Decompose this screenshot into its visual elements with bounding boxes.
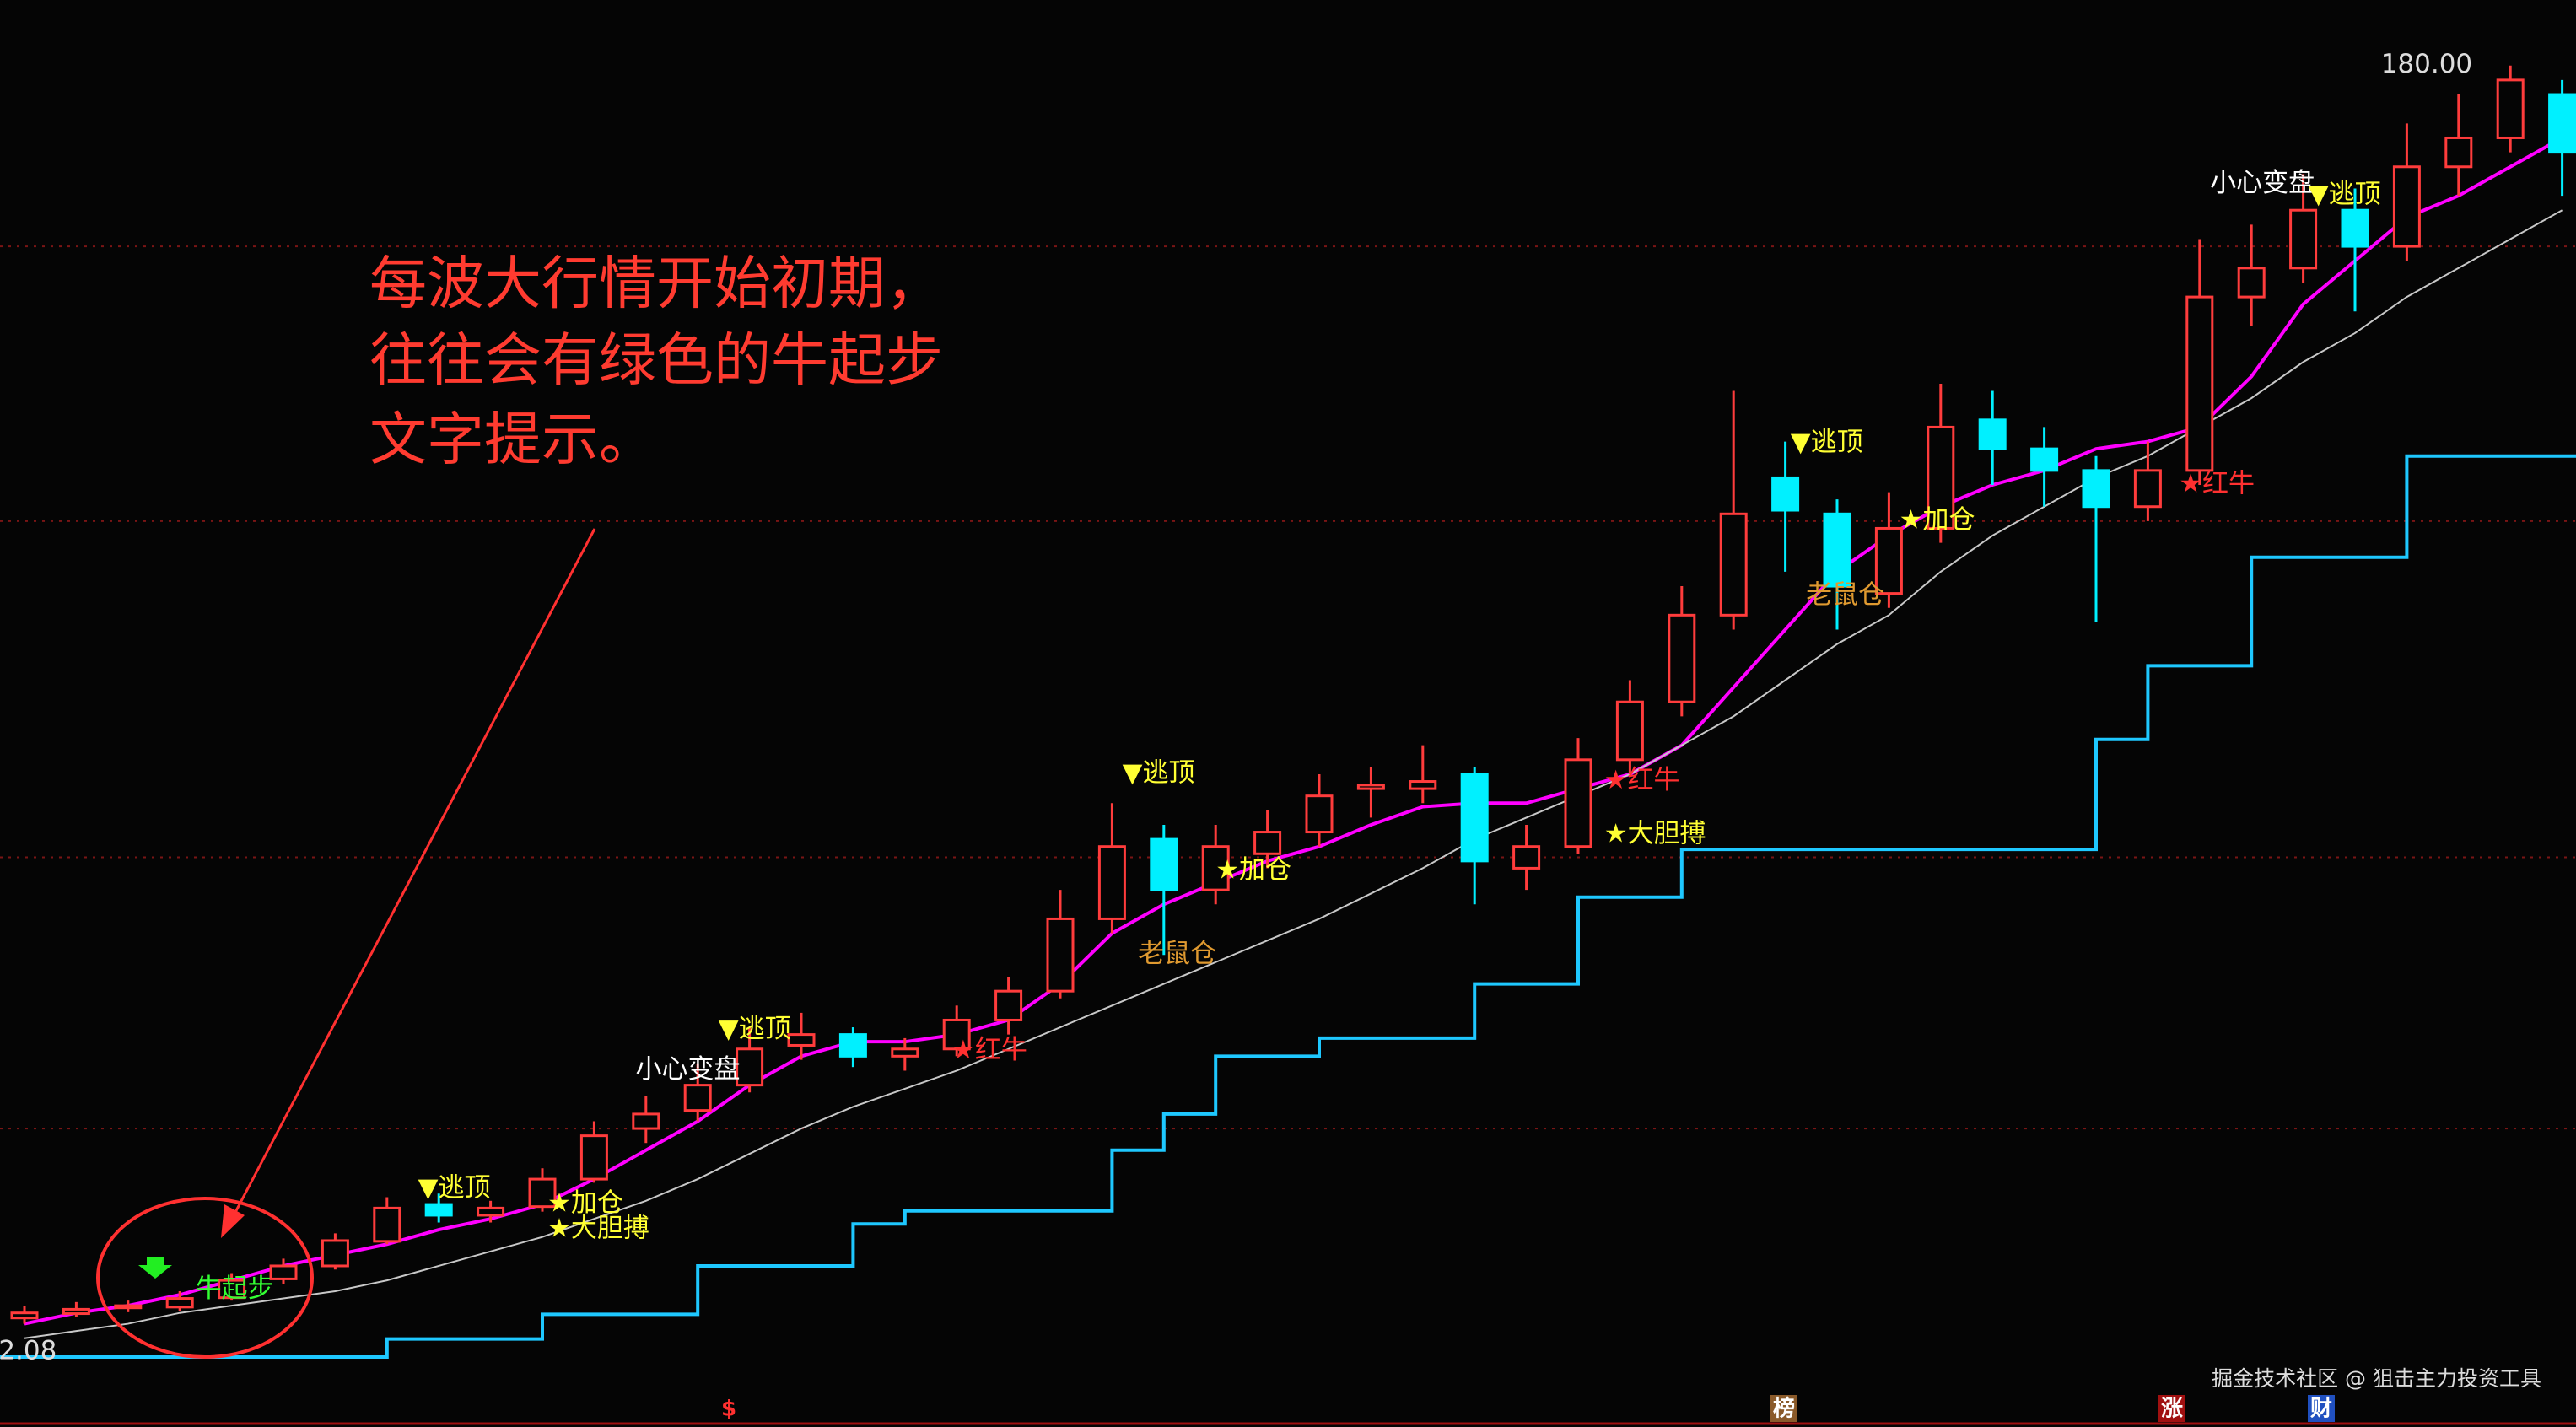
candle-body bbox=[683, 1084, 712, 1112]
event-marker: 榜 bbox=[1773, 1396, 1795, 1422]
signal-label: 小心变盘 bbox=[2210, 168, 2315, 198]
step-line bbox=[0, 454, 2576, 1359]
signal-label: ★加仓 bbox=[547, 1188, 623, 1219]
candle-body bbox=[1615, 700, 1644, 762]
candle-body bbox=[321, 1239, 349, 1268]
candle-body bbox=[838, 1033, 867, 1058]
marker-bg bbox=[2308, 1395, 2335, 1422]
candle-body bbox=[1201, 845, 1230, 891]
signal-label: 老鼠仓 bbox=[1806, 580, 1884, 611]
candle-body bbox=[424, 1203, 453, 1217]
candle-body bbox=[994, 989, 1023, 1021]
candle-body bbox=[1409, 780, 1437, 790]
candle-body bbox=[10, 1311, 39, 1320]
callout-line: 每波大行情开始初期， bbox=[369, 251, 943, 318]
signal-label: ★大胆搏 bbox=[1604, 818, 1706, 848]
ma-line bbox=[24, 136, 2563, 1326]
candle-body bbox=[2496, 78, 2525, 139]
candle-body bbox=[2392, 165, 2421, 248]
candle-body bbox=[373, 1206, 401, 1243]
signal-label: ★加仓 bbox=[1900, 504, 1975, 535]
candle-body bbox=[632, 1112, 660, 1130]
candle-body bbox=[165, 1297, 194, 1309]
candle-body bbox=[528, 1177, 557, 1209]
highlight-circle bbox=[96, 1197, 314, 1359]
plot-area: 牛起步▼逃顶★加仓★大胆搏小心变盘▼逃顶★红牛▼逃顶★加仓老鼠仓★红牛★大胆搏▼… bbox=[0, 49, 2576, 1366]
signal-label: ▼逃顶 bbox=[2309, 180, 2381, 210]
candle-body bbox=[579, 1134, 608, 1181]
signal-label: ★红牛 bbox=[951, 1035, 1027, 1065]
signal-label: 牛起步 bbox=[196, 1274, 274, 1304]
signal-label: ▼逃顶 bbox=[418, 1173, 491, 1204]
candle-body bbox=[62, 1307, 90, 1316]
signal-label: 小心变盘 bbox=[636, 1054, 741, 1085]
signal-label: ▼逃顶 bbox=[719, 1014, 791, 1044]
signal-label: ★红牛 bbox=[2179, 469, 2255, 499]
signal-arrow bbox=[138, 1257, 172, 1279]
signal-label: 老鼠仓 bbox=[1138, 939, 1216, 969]
candle-body bbox=[1668, 613, 1696, 703]
candle-body bbox=[2082, 469, 2110, 509]
candle-body bbox=[1097, 845, 1126, 920]
signal-label: ★红牛 bbox=[1604, 765, 1680, 795]
candle-body bbox=[1823, 512, 1851, 588]
candle-body bbox=[1771, 476, 1800, 512]
candle-body bbox=[114, 1304, 143, 1310]
candle-body bbox=[1719, 512, 1748, 617]
candle-body bbox=[2237, 267, 2266, 299]
candle-body bbox=[1305, 794, 1334, 834]
signal-label: 2.08 bbox=[0, 1336, 57, 1366]
candle-body bbox=[2133, 469, 2162, 509]
marker-bg bbox=[1770, 1395, 1797, 1422]
candle-body bbox=[1356, 784, 1385, 790]
candle-body bbox=[2341, 208, 2369, 248]
candle-body bbox=[2185, 295, 2214, 472]
candle-body bbox=[942, 1018, 971, 1051]
candle-body bbox=[736, 1047, 764, 1087]
candle-body bbox=[1874, 526, 1903, 595]
candle-body bbox=[477, 1206, 505, 1217]
candle-body bbox=[269, 1264, 298, 1280]
callout-line: 文字提示。 bbox=[369, 407, 656, 474]
candle-body bbox=[1512, 845, 1541, 870]
event-marker: 财 bbox=[2310, 1397, 2332, 1422]
marker-bg bbox=[2158, 1395, 2185, 1422]
event-marker: 涨 bbox=[2161, 1397, 2183, 1422]
event-marker: $ bbox=[721, 1397, 736, 1422]
signal-label: ▼逃顶 bbox=[1123, 757, 1195, 788]
ma-line bbox=[24, 209, 2563, 1339]
signal-label: ★加仓 bbox=[1215, 854, 1291, 885]
candle-body bbox=[1927, 425, 1955, 530]
candle-body bbox=[1150, 837, 1178, 891]
candle-body bbox=[891, 1047, 919, 1058]
signal-label: ▼逃顶 bbox=[1791, 428, 1863, 458]
candle-body bbox=[1978, 418, 2007, 450]
candle-body bbox=[218, 1279, 246, 1300]
candle-body bbox=[1564, 758, 1592, 848]
candle-body bbox=[787, 1033, 816, 1047]
candle-body bbox=[1253, 831, 1282, 855]
arrow-head bbox=[221, 1204, 245, 1238]
callout-line: 往往会有绿色的牛起步 bbox=[369, 328, 943, 395]
signal-label: 180.00 bbox=[2381, 49, 2472, 79]
signal-label: ★大胆搏 bbox=[547, 1214, 649, 1244]
candle-body bbox=[2444, 136, 2473, 169]
candle-body bbox=[2289, 208, 2318, 270]
candle-body bbox=[2030, 447, 2059, 472]
candle-body bbox=[2548, 93, 2576, 154]
candle-body bbox=[1460, 773, 1489, 863]
callout-arrow bbox=[230, 528, 596, 1220]
watermark: 掘金技术社区 @ 狙击主力投资工具 bbox=[2212, 1366, 2541, 1391]
candle-body bbox=[1046, 917, 1075, 993]
